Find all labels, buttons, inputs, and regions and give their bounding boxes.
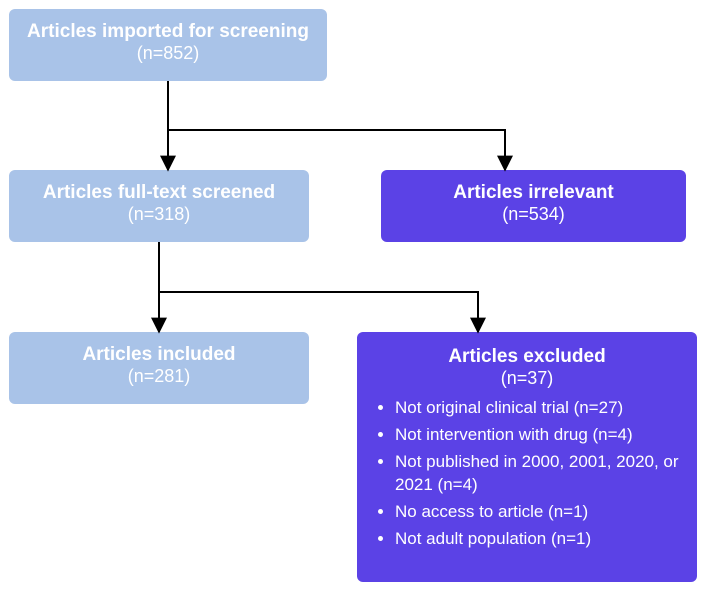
box-excluded-bullets: Not original clinical trial (n=27) Not i… — [373, 397, 681, 551]
box-included: Articles included (n=281) — [9, 332, 309, 404]
bullet-item: Not published in 2000, 2001, 2020, or 20… — [395, 451, 681, 497]
box-excluded-count: (n=37) — [373, 368, 681, 389]
flowchart-stage: Articles imported for screening (n=852) … — [0, 0, 709, 599]
box-irrelevant-title: Articles irrelevant — [397, 182, 670, 204]
bullet-item: Not intervention with drug (n=4) — [395, 424, 681, 447]
box-imported-count: (n=852) — [25, 43, 311, 64]
bullet-item: No access to article (n=1) — [395, 501, 681, 524]
box-excluded-title: Articles excluded — [373, 346, 681, 368]
box-fulltext: Articles full-text screened (n=318) — [9, 170, 309, 242]
box-imported: Articles imported for screening (n=852) — [9, 9, 327, 81]
bullet-item: Not original clinical trial (n=27) — [395, 397, 681, 420]
box-included-title: Articles included — [25, 344, 293, 366]
box-excluded: Articles excluded (n=37) Not original cl… — [357, 332, 697, 582]
box-irrelevant: Articles irrelevant (n=534) — [381, 170, 686, 242]
box-irrelevant-count: (n=534) — [397, 204, 670, 225]
bullet-item: Not adult population (n=1) — [395, 528, 681, 551]
box-fulltext-title: Articles full-text screened — [25, 182, 293, 204]
box-fulltext-count: (n=318) — [25, 204, 293, 225]
box-imported-title: Articles imported for screening — [25, 21, 311, 43]
box-included-count: (n=281) — [25, 366, 293, 387]
